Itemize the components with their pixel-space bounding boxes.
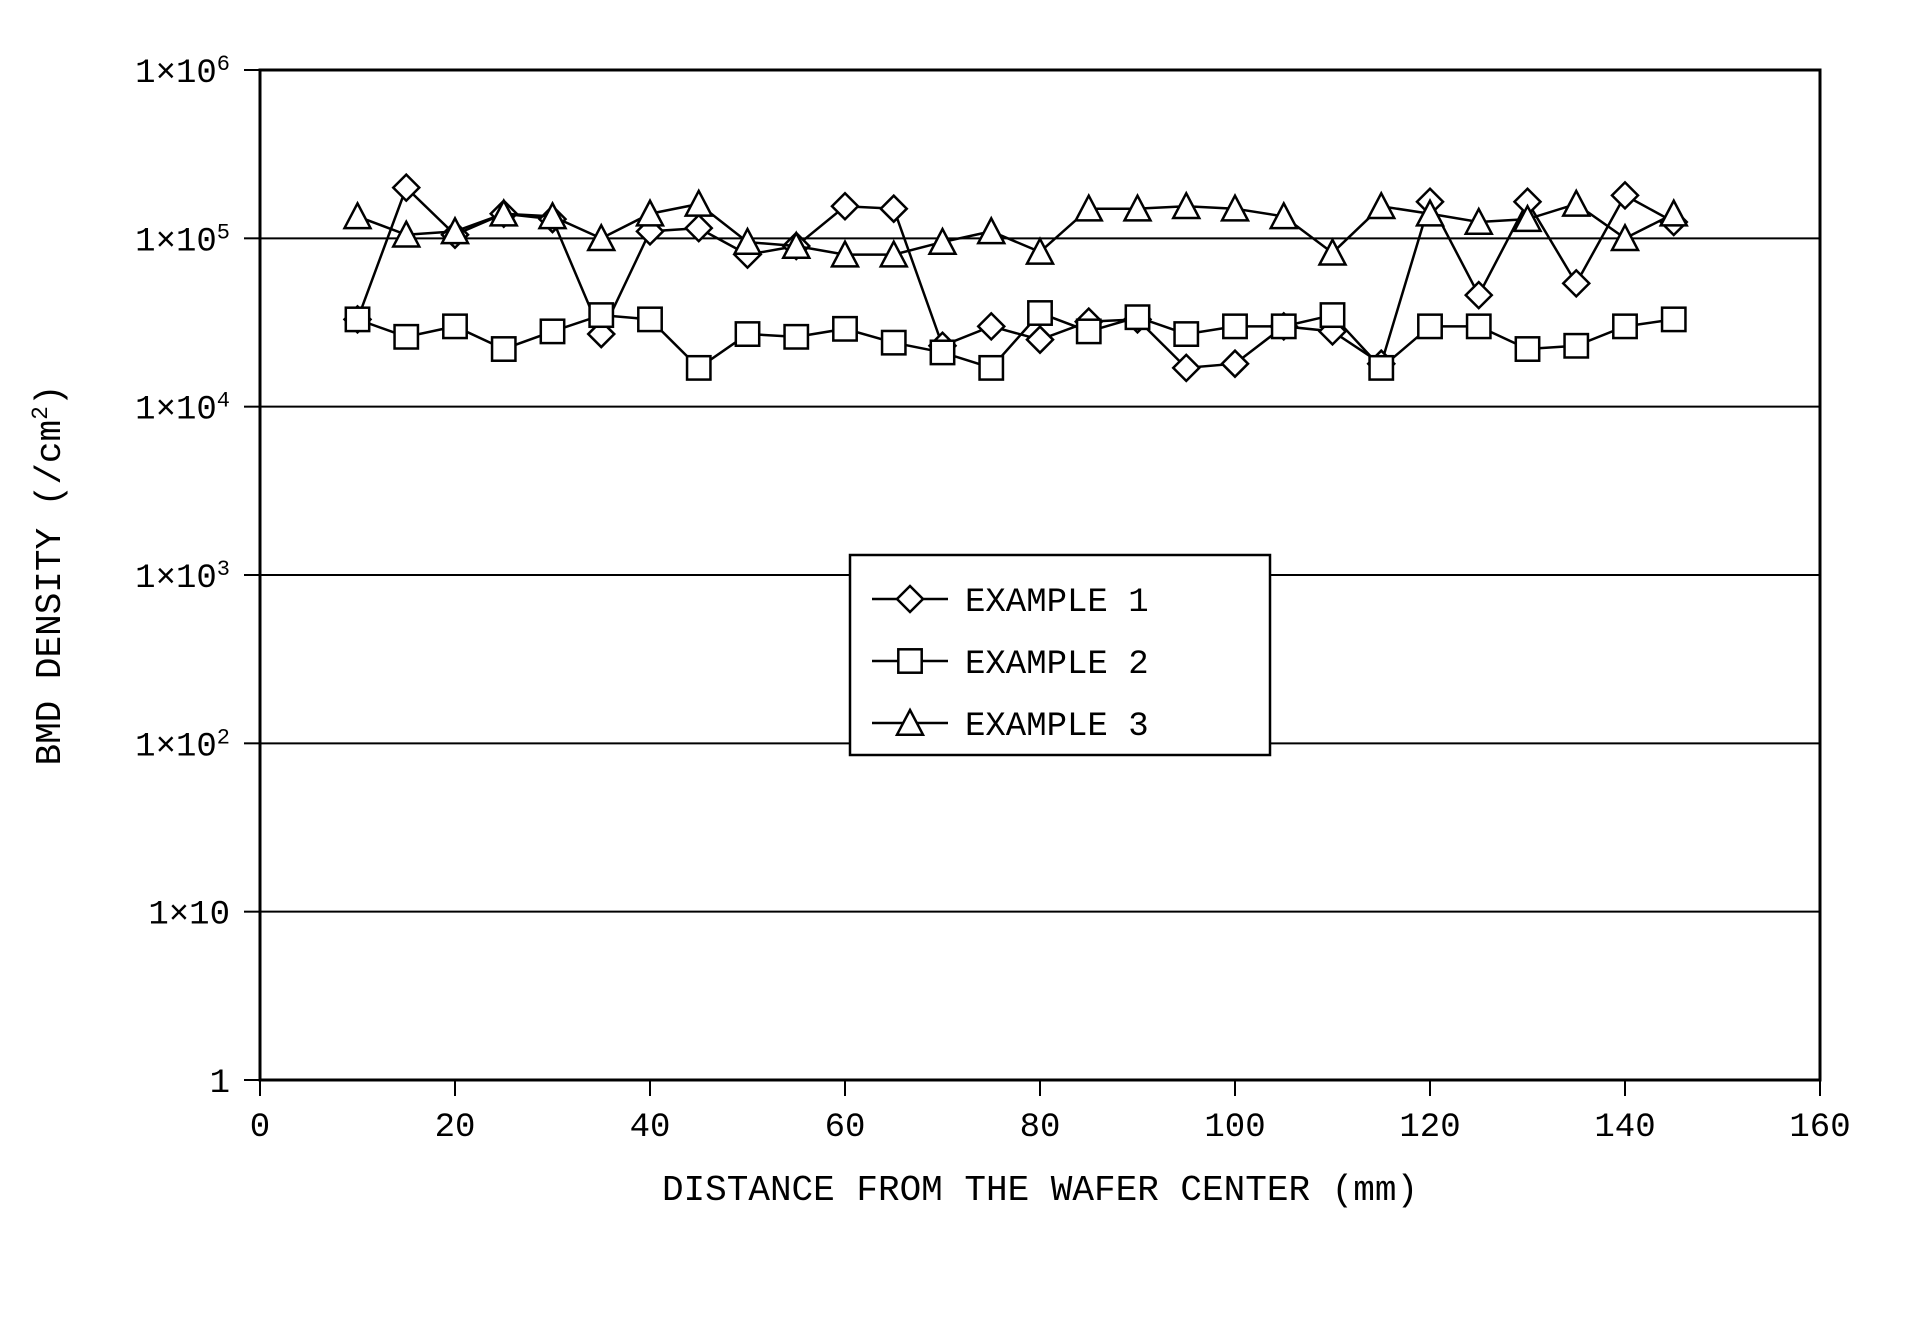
marker-square: [1418, 315, 1441, 338]
marker-diamond: [978, 313, 1004, 339]
marker-square: [1321, 303, 1344, 326]
x-tick-label: 120: [1399, 1109, 1460, 1147]
y-tick-label: 1×103: [135, 557, 230, 599]
marker-triangle: [735, 229, 761, 254]
marker-square: [1516, 337, 1539, 360]
marker-triangle: [345, 203, 371, 228]
marker-square: [1370, 356, 1393, 379]
y-tick-label: 1×102: [135, 725, 230, 767]
marker-square: [980, 356, 1003, 379]
marker-square: [1565, 334, 1588, 357]
marker-square: [785, 325, 808, 348]
marker-diamond: [832, 193, 858, 219]
x-tick-label: 60: [825, 1109, 866, 1147]
marker-diamond: [1563, 270, 1589, 296]
series-example-2: [346, 301, 1686, 379]
marker-triangle: [978, 218, 1004, 243]
marker-triangle: [686, 191, 712, 216]
marker-square: [931, 341, 954, 364]
chart-container: 1 1×10 1×102 1×103 1×104 1×105 1×106 0 20 40 60 80 1…: [0, 0, 1930, 1317]
y-tick-label: 1×10: [148, 897, 230, 935]
marker-triangle: [930, 229, 956, 254]
marker-square: [1175, 322, 1198, 345]
bmd-density-chart: 1 1×10 1×102 1×103 1×104 1×105 1×106 0 20 40 60 80 1…: [0, 0, 1930, 1317]
marker-square: [1126, 306, 1149, 329]
x-tick-label: 80: [1020, 1109, 1061, 1147]
marker-square: [638, 308, 661, 331]
marker-diamond: [1027, 327, 1053, 353]
series-example-1: [345, 175, 1687, 381]
series-example-3: [345, 191, 1687, 266]
marker-diamond: [1612, 182, 1638, 208]
marker-diamond: [881, 196, 907, 222]
marker-square: [590, 303, 613, 326]
marker-square: [687, 356, 710, 379]
marker-square: [395, 325, 418, 348]
marker-triangle: [1563, 191, 1589, 216]
marker-square: [1272, 315, 1295, 338]
y-axis-title: BMD DENSITY (/cm2): [28, 384, 71, 765]
marker-square: [492, 337, 515, 360]
x-tick-label: 0: [250, 1109, 270, 1147]
y-tick-label: 1×106: [135, 52, 230, 94]
marker-triangle: [1368, 193, 1394, 218]
y-tick-label: 1×104: [135, 388, 230, 430]
marker-square: [1223, 315, 1246, 338]
x-tick-label: 100: [1204, 1109, 1265, 1147]
x-axis-title: DISTANCE FROM THE WAFER CENTER (mm): [662, 1170, 1418, 1211]
marker-square: [346, 308, 369, 331]
y-axis-title-group: BMD DENSITY (/cm2): [28, 384, 71, 765]
x-tick-label: 160: [1789, 1109, 1850, 1147]
marker-square: [1077, 320, 1100, 343]
legend-label: EXAMPLE 3: [965, 708, 1149, 746]
marker-diamond: [686, 215, 712, 241]
marker-square: [833, 317, 856, 340]
marker-square: [443, 315, 466, 338]
x-tick-label: 20: [435, 1109, 476, 1147]
legend-label: EXAMPLE 2: [965, 646, 1149, 684]
marker-square: [882, 331, 905, 354]
marker-square: [1028, 301, 1051, 324]
marker-triangle: [1661, 201, 1687, 226]
y-tick-label: 1×105: [135, 220, 230, 261]
legend-label: EXAMPLE 1: [965, 584, 1149, 622]
marker-square: [736, 322, 759, 345]
marker-square: [1467, 315, 1490, 338]
marker-diamond: [1222, 351, 1248, 377]
marker-square: [898, 649, 921, 672]
x-tick-label: 140: [1594, 1109, 1655, 1147]
x-tick-label: 40: [630, 1109, 671, 1147]
legend: EXAMPLE 1 EXAMPLE 2 EXAMPLE 3: [850, 555, 1270, 755]
marker-diamond: [1466, 282, 1492, 308]
y-tick-label: 1: [210, 1065, 230, 1103]
marker-square: [1613, 315, 1636, 338]
marker-square: [541, 320, 564, 343]
marker-square: [1662, 308, 1685, 331]
